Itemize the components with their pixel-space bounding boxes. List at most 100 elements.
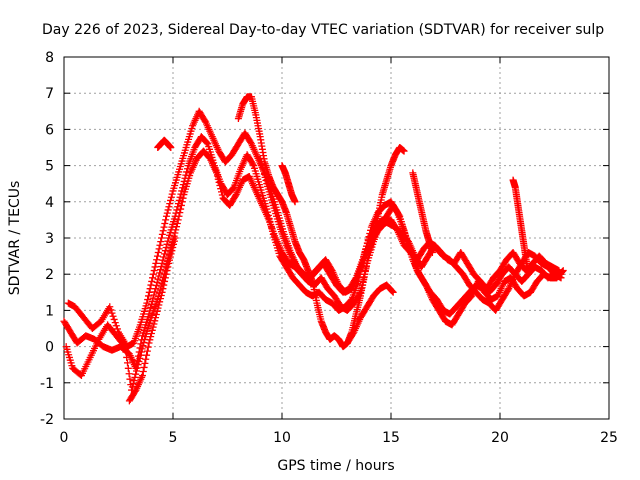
- data-point: [158, 288, 166, 296]
- series-trace-9: [409, 169, 436, 256]
- data-point-fill: [156, 295, 164, 303]
- y-axis-label: SDTVAR / TECUs: [7, 181, 23, 296]
- data-point-fill: [183, 168, 191, 176]
- data-point-fill: [421, 280, 429, 288]
- data-point: [291, 198, 299, 206]
- data-point-fill: [214, 175, 222, 183]
- data-point-fill: [144, 343, 152, 351]
- data-point-fill: [167, 196, 175, 204]
- data-point-fill: [144, 292, 152, 300]
- data-point-fill: [170, 237, 178, 245]
- data-point: [165, 259, 173, 267]
- data-point-fill: [147, 333, 155, 341]
- data-point-fill: [558, 267, 566, 275]
- data-point-fill: [161, 250, 169, 258]
- data-point-fill: [172, 226, 180, 234]
- data-point-fill: [123, 359, 131, 367]
- data-point-fill: [160, 281, 168, 289]
- y-tick-label: 6: [45, 122, 54, 138]
- data-point: [167, 144, 175, 151]
- data-point-fill: [110, 315, 118, 323]
- data-point-fill: [349, 329, 357, 337]
- x-tick-label: 0: [60, 430, 69, 446]
- data-point: [389, 288, 397, 296]
- data-point: [138, 372, 146, 380]
- data-point-fill: [174, 216, 182, 224]
- y-tick-label: 1: [45, 303, 54, 319]
- data-point-fill: [231, 192, 239, 200]
- data-point-fill: [154, 275, 162, 283]
- data-point-fill: [155, 245, 163, 253]
- data-point-fill: [148, 277, 156, 285]
- data-point-fill: [163, 240, 171, 248]
- x-tick-label: 10: [273, 430, 291, 446]
- y-tick-label: -1: [40, 376, 54, 392]
- data-point-fill: [156, 266, 164, 274]
- data-point-fill: [159, 256, 167, 264]
- series-trace-6: [154, 136, 175, 151]
- data-point-fill: [161, 220, 169, 228]
- data-point: [156, 241, 164, 249]
- data-point: [557, 274, 565, 282]
- data-point-fill: [259, 164, 267, 172]
- data-point: [171, 234, 179, 242]
- data-point-fill: [132, 367, 140, 375]
- data-point-fill: [259, 167, 267, 175]
- data-point-fill: [157, 291, 165, 299]
- data-point: [178, 187, 186, 195]
- data-point-fill: [151, 317, 159, 325]
- data-point-fill: [262, 177, 270, 185]
- data-point-fill: [113, 325, 121, 333]
- data-point: [152, 314, 160, 322]
- x-axis-label: GPS time / hours: [277, 458, 394, 474]
- data-point: [145, 339, 153, 347]
- data-point-fill: [122, 348, 130, 356]
- data-point-fill: [130, 377, 138, 385]
- data-point-fill: [153, 256, 161, 264]
- data-point-fill: [176, 193, 184, 201]
- data-point-fill: [168, 247, 176, 255]
- data-point-fill: [165, 203, 173, 211]
- data-point-fill: [165, 256, 173, 264]
- data-point: [213, 169, 221, 177]
- data-point-fill: [149, 323, 157, 331]
- data-point-fill: [154, 304, 162, 312]
- data-point-fill: [147, 304, 155, 312]
- data-point-fill: [139, 367, 147, 375]
- data-point-fill: [136, 354, 144, 362]
- series-trace-5: [256, 154, 565, 314]
- data-point-fill: [147, 329, 155, 337]
- data-point-fill: [107, 306, 115, 314]
- data-point-fill: [109, 312, 117, 320]
- data-point-fill: [164, 263, 172, 271]
- data-point-fill: [146, 336, 154, 344]
- data-point-fill: [215, 178, 223, 186]
- data-point: [158, 259, 166, 267]
- data-point-fill: [150, 320, 158, 328]
- data-point-fill: [170, 240, 178, 248]
- data-point: [143, 299, 151, 307]
- data-point-fill: [150, 267, 158, 275]
- data-point-fill: [129, 380, 137, 388]
- data-point-fill: [155, 272, 163, 280]
- data-point-fill: [213, 172, 221, 180]
- data-point-fill: [218, 188, 226, 196]
- data-point-fill: [147, 281, 155, 289]
- data-point-fill: [395, 211, 403, 219]
- data-point-fill: [144, 296, 152, 304]
- x-tick-label: 25: [600, 430, 618, 446]
- data-point: [106, 303, 114, 311]
- data-point-fill: [175, 212, 183, 220]
- data-point-fill: [258, 161, 266, 169]
- x-tick-label: 20: [491, 430, 509, 446]
- y-tick-label: 5: [45, 159, 54, 175]
- data-point-fill: [152, 259, 160, 267]
- data-point-fill: [143, 347, 151, 355]
- data-point-fill: [218, 191, 226, 199]
- data-point-fill: [152, 310, 160, 318]
- axes: 0 5 10 15 20 25 -2 -1 0 1 2 3 4 5 6 7 8: [40, 50, 618, 446]
- data-point-fill: [169, 244, 177, 252]
- data-point-fill: [162, 244, 170, 252]
- data-point-fill: [148, 326, 156, 334]
- data-point-fill: [123, 353, 131, 361]
